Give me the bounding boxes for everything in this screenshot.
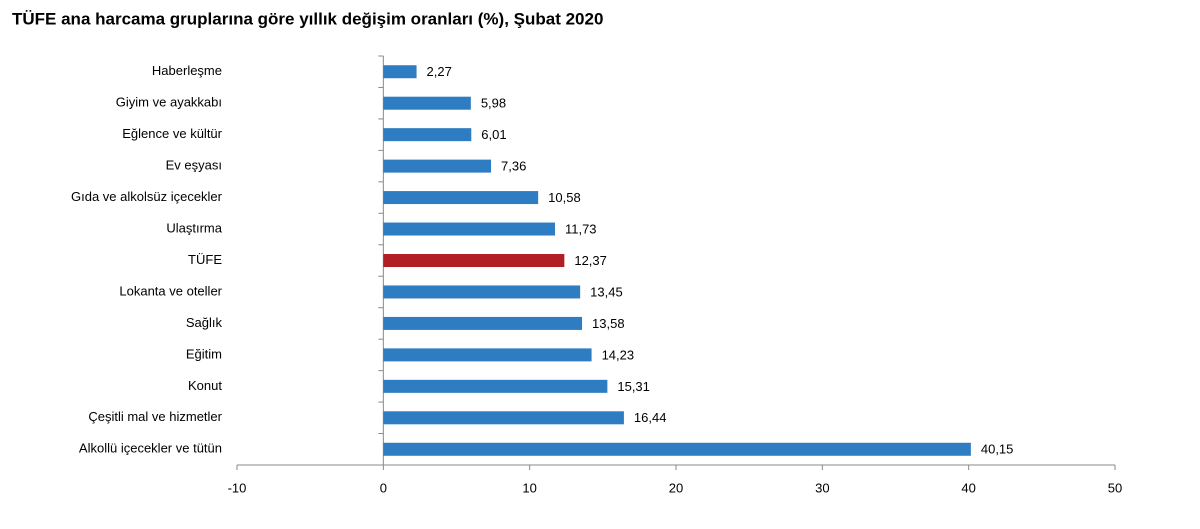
x-tick-label: 0 bbox=[380, 480, 387, 495]
bar bbox=[383, 159, 492, 173]
bar bbox=[383, 191, 539, 205]
y-tick-label: Alkollü içecekler ve tütün bbox=[79, 441, 222, 456]
y-tick-label: Konut bbox=[188, 378, 222, 393]
value-label: 40,15 bbox=[981, 442, 1014, 457]
y-tick-label: Giyim ve ayakkabı bbox=[116, 95, 222, 110]
value-label: 11,73 bbox=[565, 221, 597, 236]
x-tick-label: 10 bbox=[522, 480, 536, 495]
x-tick-label: 20 bbox=[669, 480, 683, 495]
y-tick-label: Eğlence ve kültür bbox=[122, 126, 222, 141]
y-tick-label: Ev eşyası bbox=[166, 158, 222, 173]
bar bbox=[383, 128, 472, 142]
x-tick-label: 30 bbox=[815, 480, 829, 495]
x-tick-label: -10 bbox=[228, 480, 247, 495]
bar bbox=[383, 96, 471, 110]
value-label: 6,01 bbox=[481, 127, 506, 142]
value-label: 10,58 bbox=[548, 190, 581, 205]
bar bbox=[383, 411, 624, 425]
value-label: 5,98 bbox=[481, 96, 506, 111]
x-tick-label: 40 bbox=[961, 480, 975, 495]
y-tick-label: Lokanta ve oteller bbox=[119, 283, 222, 298]
y-tick-label: TÜFE bbox=[188, 252, 222, 267]
chart-title: TÜFE ana harcama gruplarına göre yıllık … bbox=[12, 9, 603, 28]
y-tick-label: Haberleşme bbox=[152, 63, 222, 78]
bar bbox=[383, 285, 581, 299]
x-tick-label: 50 bbox=[1108, 480, 1122, 495]
value-label: 15,31 bbox=[617, 379, 650, 394]
value-label: 12,37 bbox=[574, 253, 607, 268]
value-label: 16,44 bbox=[634, 410, 667, 425]
value-label: 13,45 bbox=[590, 284, 623, 299]
value-label: 14,23 bbox=[602, 347, 635, 362]
bar bbox=[383, 348, 592, 362]
bar bbox=[383, 379, 608, 393]
value-label: 13,58 bbox=[592, 316, 625, 331]
bar bbox=[383, 222, 555, 236]
bar bbox=[383, 316, 583, 330]
value-label: 7,36 bbox=[501, 159, 526, 174]
value-label: 2,27 bbox=[427, 64, 452, 79]
y-tick-label: Çeşitli mal ve hizmetler bbox=[88, 409, 222, 424]
bar bbox=[383, 65, 417, 79]
y-tick-label: Eğitim bbox=[186, 346, 222, 361]
y-tick-label: Sağlık bbox=[186, 315, 223, 330]
bar bbox=[383, 254, 565, 267]
bar bbox=[383, 442, 971, 456]
y-tick-label: Ulaştırma bbox=[166, 220, 222, 235]
y-tick-label: Gıda ve alkolsüz içecekler bbox=[71, 189, 223, 204]
